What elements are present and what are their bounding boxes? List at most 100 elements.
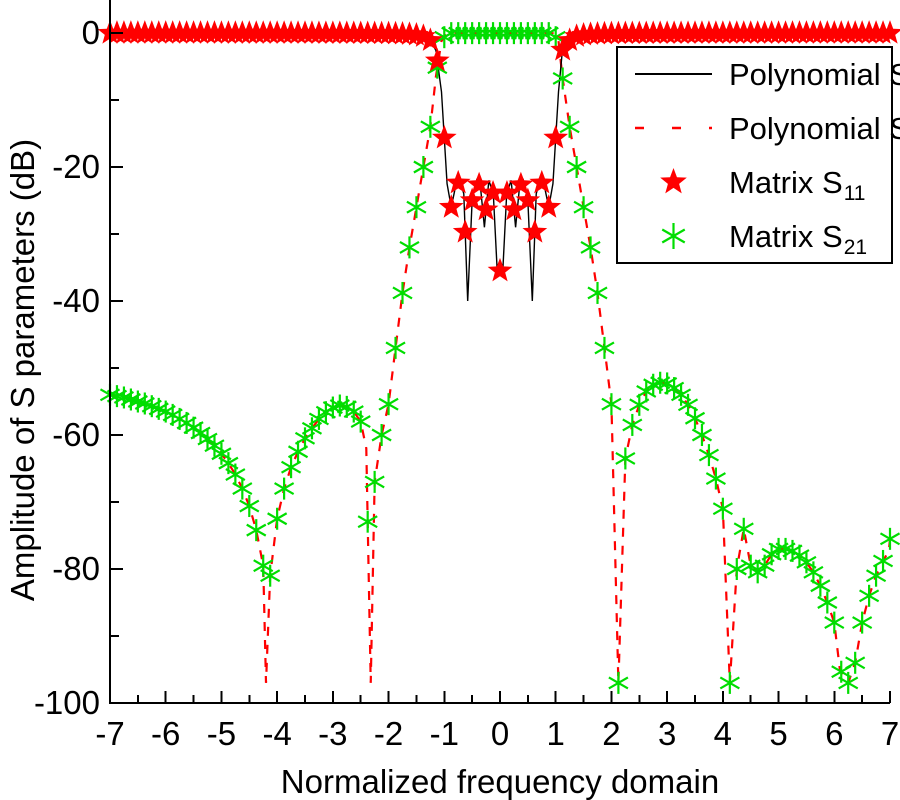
s21-matrix-marker xyxy=(232,477,253,500)
s21-matrix-marker xyxy=(587,281,608,304)
legend-item-1[interactable]: Polynomial S11 xyxy=(635,57,900,97)
s21-matrix-marker xyxy=(406,196,427,219)
x-tick-label: -6 xyxy=(151,715,180,752)
s21-matrix-marker xyxy=(399,236,420,259)
y-axis-title: Amplitude of S parameters (dB) xyxy=(4,139,41,601)
y-tick-label: 0 xyxy=(82,14,100,51)
s21-matrix-marker xyxy=(385,336,406,359)
s21-matrix-marker xyxy=(705,467,726,490)
s21-matrix-marker xyxy=(246,519,267,542)
s21-matrix-marker xyxy=(552,67,573,90)
s11-matrix-marker xyxy=(452,219,478,243)
s21-matrix-marker xyxy=(698,444,720,467)
legend-item-2[interactable]: Polynomial S21 xyxy=(635,111,900,151)
s11-matrix-marker xyxy=(508,171,534,196)
s21-matrix-marker xyxy=(817,591,838,614)
legend-label: Polynomial S xyxy=(729,111,900,146)
s21-matrix-marker xyxy=(615,447,636,470)
s11-matrix-marker xyxy=(877,20,900,44)
s21-matrix-marker xyxy=(879,527,900,550)
legend-box xyxy=(616,46,893,264)
s21-matrix-marker xyxy=(601,393,622,416)
s11-matrix-marker xyxy=(529,169,555,194)
x-tick-label: -3 xyxy=(318,715,347,752)
s21-matrix-marker xyxy=(371,424,392,446)
s11-matrix-marker xyxy=(487,257,513,282)
legend-item-4[interactable]: Matrix S 21 xyxy=(661,219,867,259)
s21-matrix-marker xyxy=(865,564,887,587)
s21-matrix-marker xyxy=(719,671,740,694)
matrix-s11-markers xyxy=(97,20,900,282)
legend-label: Polynomial S xyxy=(729,57,900,92)
legend-label: Matrix S xyxy=(729,219,843,254)
y-tick-label: -40 xyxy=(52,282,100,319)
s21-matrix-marker xyxy=(566,156,587,178)
s11-matrix-marker xyxy=(543,124,569,149)
y-tick-label: -80 xyxy=(52,550,100,587)
s11-matrix-marker xyxy=(480,179,506,204)
s11-matrix-marker xyxy=(557,27,583,51)
s11-matrix-marker xyxy=(536,194,562,218)
x-tick-label: -4 xyxy=(262,715,291,752)
s21-matrix-marker xyxy=(608,671,629,694)
s11-matrix-marker xyxy=(515,187,541,212)
x-tick-label: 4 xyxy=(714,715,732,752)
s21-matrix-marker xyxy=(559,115,580,138)
y-tick-label: -60 xyxy=(52,416,100,453)
s11-matrix-marker xyxy=(438,194,464,218)
s21-matrix-marker xyxy=(350,410,371,433)
s21-matrix-marker xyxy=(810,574,831,597)
legend-label: Matrix S xyxy=(729,165,843,200)
s21-matrix-marker xyxy=(859,584,880,607)
s21-matrix-marker xyxy=(392,281,413,304)
s21-matrix-marker xyxy=(691,424,713,446)
legend[interactable]: Polynomial S11Polynomial S21Matrix S11Ma… xyxy=(616,46,900,264)
s21-matrix-marker xyxy=(712,497,733,520)
s21-matrix-marker xyxy=(239,495,260,518)
y-tick-labels: 0 -20 -40 -60 -80 -100 xyxy=(34,14,100,721)
s21-matrix-marker xyxy=(378,393,399,416)
legend-label-subscript: 11 xyxy=(844,182,866,205)
s21-matrix-marker xyxy=(726,558,747,580)
s21-matrix-marker xyxy=(684,407,706,430)
x-tick-label: 2 xyxy=(602,715,620,752)
x-tick-label: 6 xyxy=(825,715,843,752)
matrix-s21-markers xyxy=(99,22,900,694)
x-tick-label: 0 xyxy=(491,715,509,752)
s21-matrix-marker xyxy=(420,115,441,138)
s21-matrix-marker xyxy=(733,517,754,540)
axes xyxy=(108,0,891,705)
s11-matrix-marker xyxy=(466,171,492,196)
s11-matrix-marker xyxy=(411,23,436,47)
s21-matrix-marker xyxy=(622,413,643,436)
x-tick-label: 3 xyxy=(658,715,676,752)
s11-matrix-marker xyxy=(494,179,520,204)
s21-matrix-marker xyxy=(845,651,866,674)
x-axis-title: Normalized frequency domain xyxy=(281,763,719,800)
legend-item-3[interactable]: Matrix S 11 xyxy=(660,165,866,205)
s21-matrix-marker xyxy=(267,507,288,530)
s21-polynomial-path xyxy=(109,32,892,686)
x-tick-label: -5 xyxy=(207,715,236,752)
s11-matrix-marker xyxy=(522,219,548,243)
s21-matrix-marker xyxy=(280,456,302,479)
x-tick-label: -1 xyxy=(430,715,459,752)
y-tick-label: -20 xyxy=(52,148,100,185)
s21-matrix-marker xyxy=(357,510,378,533)
s11-matrix-marker xyxy=(501,196,527,221)
legend-sample-star-icon xyxy=(660,168,687,194)
s21-matrix-marker xyxy=(573,196,594,219)
s21-matrix-marker xyxy=(872,549,894,572)
s11-matrix-marker xyxy=(445,169,471,194)
legend-sample-asterisk-icon xyxy=(661,223,686,249)
x-tick-label: -2 xyxy=(374,715,403,752)
x-tick-label: 7 xyxy=(881,715,899,752)
s21-matrix-marker xyxy=(824,611,845,634)
s21-matrix-marker xyxy=(594,336,615,359)
s21-matrix-marker xyxy=(852,611,873,634)
legend-label-subscript: 21 xyxy=(844,236,867,259)
s21-matrix-marker xyxy=(260,564,281,587)
s21-matrix-marker xyxy=(274,477,295,500)
